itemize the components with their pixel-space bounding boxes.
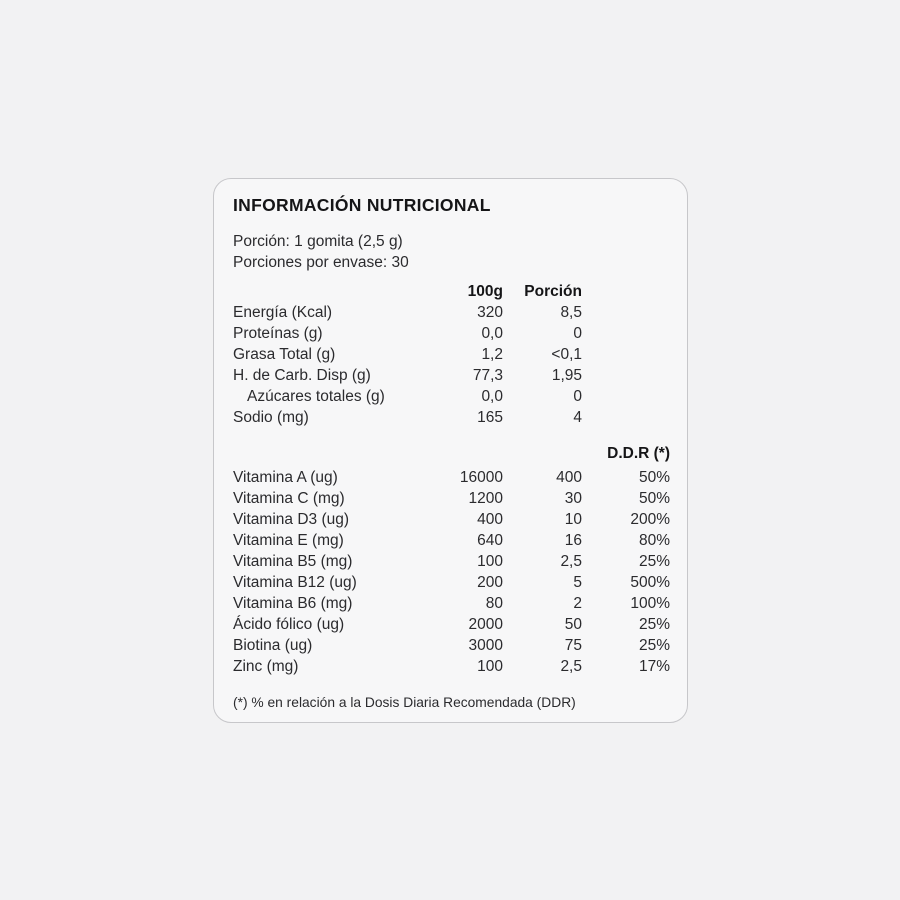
vitamin-label: Biotina (ug) [233,637,313,654]
vitamin-value-porcion: 2,5 [560,658,582,675]
vitamin-row: Ácido fólico (ug) 2000 50 25% [233,614,670,635]
column-header-row: 100g Porción [233,281,670,302]
nutrient-value-ddr [582,365,670,386]
nutrient-label: Energía (Kcal) [233,304,333,321]
vitamin-value-ddr: 25% [638,553,670,570]
nutrient-row: Grasa Total (g) 1,2 <0,1 [233,344,670,365]
vitamin-value-100g: 400 [477,511,503,528]
vitamin-label: Vitamina B5 (mg) [233,553,353,570]
vitamin-label: Vitamina A (ug) [233,469,338,486]
vitamin-row: Vitamina C (mg) 1200 30 50% [233,488,670,509]
nutrient-value-100g: 320 [477,304,503,321]
vitamin-value-porcion: 50 [564,616,582,633]
ddr-footnote: (*) % en relación a la Dosis Diaria Reco… [233,695,576,710]
vitamin-value-100g: 3000 [468,637,503,654]
vitamin-value-ddr: 50% [638,490,670,507]
serving-info: Porción: 1 gomita (2,5 g) Porciones por … [233,231,670,273]
nutrient-row: Azúcares totales (g) 0,0 0 [233,386,670,407]
nutrient-value-100g: 165 [477,409,503,426]
vitamin-value-100g: 100 [477,553,503,570]
vitamin-value-ddr: 17% [638,658,670,675]
vitamin-label: Vitamina D3 (ug) [233,511,350,528]
vitamin-row: Vitamina B6 (mg) 80 2 100% [233,593,670,614]
nutrient-value-porcion: 8,5 [560,304,582,321]
nutrition-label-title: INFORMACIÓN NUTRICIONAL [233,195,491,215]
vitamin-label: Ácido fólico (ug) [233,616,345,633]
vitamin-value-porcion: 30 [564,490,582,507]
nutrient-value-100g: 1,2 [481,346,503,363]
nutrient-value-ddr [582,344,670,365]
column-header-spacer [233,281,443,302]
nutrient-row: Proteínas (g) 0,0 0 [233,323,670,344]
vitamin-value-100g: 1200 [468,490,503,507]
nutrient-row: Energía (Kcal) 320 8,5 [233,302,670,323]
vitamin-value-porcion: 2 [573,595,582,612]
column-header-porcion: Porción [524,283,582,300]
vitamin-value-porcion: 10 [564,511,582,528]
nutrient-label: Proteínas (g) [233,325,323,342]
vitamin-value-porcion: 75 [564,637,582,654]
nutrient-row: Sodio (mg) 165 4 [233,407,670,428]
serving-size-text: Porción: 1 gomita (2,5 g) [233,233,403,250]
nutrient-label: Sodio (mg) [233,409,309,426]
nutrient-value-porcion: 0 [573,388,582,405]
vitamin-value-ddr: 25% [638,616,670,633]
vitamin-value-ddr: 100% [630,595,670,612]
vitamin-row: Vitamina A (ug) 16000 400 50% [233,467,670,488]
nutrient-value-ddr [582,407,670,428]
nutrient-label: H. de Carb. Disp (g) [233,367,371,384]
vitamin-value-100g: 80 [485,595,503,612]
vitamin-value-100g: 100 [477,658,503,675]
nutrient-value-100g: 0,0 [481,325,503,342]
vitamin-value-100g: 640 [477,532,503,549]
vitamins-section: Vitamina A (ug) 16000 400 50% Vitamina C… [233,467,670,677]
nutrient-value-porcion: 0 [573,325,582,342]
column-header-ddr: D.D.R (*) [607,445,670,462]
ddr-header-spacer2 [443,443,503,464]
nutrient-value-porcion: 4 [573,409,582,426]
ddr-header-row: D.D.R (*) [233,443,670,464]
vitamin-value-100g: 16000 [459,469,503,486]
nutrient-label: Grasa Total (g) [233,346,336,363]
vitamin-value-porcion: 5 [573,574,582,591]
vitamin-row: Vitamina B12 (ug) 200 5 500% [233,572,670,593]
nutrient-label: Azúcares totales (g) [247,388,385,405]
column-header-100g: 100g [467,283,503,300]
vitamin-label: Vitamina B12 (ug) [233,574,357,591]
vitamin-row: Zinc (mg) 100 2,5 17% [233,656,670,677]
nutrient-value-ddr [582,323,670,344]
vitamin-row: Vitamina D3 (ug) 400 10 200% [233,509,670,530]
vitamin-value-ddr: 80% [638,532,670,549]
macronutrients-section: Energía (Kcal) 320 8,5 Proteínas (g) 0,0… [233,302,670,428]
vitamin-value-ddr: 25% [638,637,670,654]
vitamin-row: Vitamina B5 (mg) 100 2,5 25% [233,551,670,572]
vitamin-row: Biotina (ug) 3000 75 25% [233,635,670,656]
vitamin-value-porcion: 16 [564,532,582,549]
vitamin-value-100g: 2000 [468,616,503,633]
ddr-header-spacer3 [503,443,582,464]
nutrient-value-ddr [582,386,670,407]
vitamin-value-100g: 200 [477,574,503,591]
ddr-header-spacer [233,443,443,464]
vitamin-value-porcion: 2,5 [560,553,582,570]
vitamin-label: Vitamina C (mg) [233,490,345,507]
vitamin-label: Vitamina B6 (mg) [233,595,353,612]
nutrient-value-100g: 77,3 [472,367,503,384]
nutrient-value-100g: 0,0 [481,388,503,405]
servings-per-container-text: Porciones por envase: 30 [233,254,409,271]
vitamin-value-porcion: 400 [556,469,582,486]
column-header-ddr-spacer [582,281,670,302]
vitamin-value-ddr: 500% [630,574,670,591]
vitamin-value-ddr: 200% [630,511,670,528]
nutrition-label-card: INFORMACIÓN NUTRICIONAL Porción: 1 gomit… [213,178,688,723]
vitamin-label: Vitamina E (mg) [233,532,344,549]
vitamin-value-ddr: 50% [638,469,670,486]
vitamin-label: Zinc (mg) [233,658,299,675]
nutrient-value-porcion: 1,95 [551,367,582,384]
nutrient-value-ddr [582,302,670,323]
nutrient-value-porcion: <0,1 [551,346,582,363]
nutrient-row: H. de Carb. Disp (g) 77,3 1,95 [233,365,670,386]
vitamin-row: Vitamina E (mg) 640 16 80% [233,530,670,551]
